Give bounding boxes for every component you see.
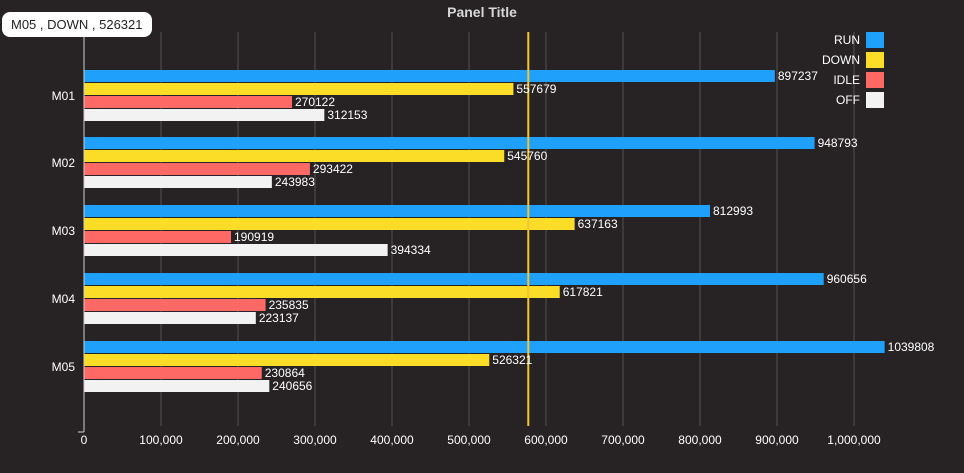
bar-m01-off[interactable]	[84, 109, 325, 121]
bar-m03-down[interactable]	[84, 218, 575, 230]
category-label-m03: M03	[52, 224, 76, 238]
x-tick-label: 500,000	[447, 433, 491, 447]
hover-tooltip: M05 , DOWN , 526321	[2, 12, 152, 37]
axes: M01 M02 M03 M04 M05 0 100,000 200,000 300,000 400…	[52, 32, 881, 447]
data-label: 948793	[818, 136, 858, 150]
data-label: 1039808	[888, 340, 935, 354]
legend-swatch-run[interactable]	[866, 32, 884, 48]
bar-m03-idle[interactable]	[84, 231, 232, 243]
data-label: 394334	[391, 243, 431, 257]
bars[interactable]	[84, 70, 885, 392]
category-label-m01: M01	[52, 89, 76, 103]
data-label: 637163	[578, 217, 618, 231]
bar-m01-run[interactable]	[84, 70, 775, 82]
data-label: 190919	[234, 230, 274, 244]
bar-m04-off[interactable]	[84, 312, 256, 324]
data-label: 526321	[492, 353, 532, 367]
data-label: 960656	[827, 272, 867, 286]
panel-title: Panel Title	[447, 4, 517, 20]
x-tick-label: 100,000	[139, 433, 183, 447]
x-tick-label: 800,000	[678, 433, 722, 447]
data-label: 293422	[313, 162, 353, 176]
x-tick-label: 700,000	[601, 433, 645, 447]
bar-m02-idle[interactable]	[84, 163, 310, 175]
bar-m05-idle[interactable]	[84, 367, 262, 379]
x-tick-label: 200,000	[216, 433, 260, 447]
data-label: 270122	[295, 95, 335, 109]
data-label: 230864	[265, 366, 305, 380]
category-label-m05: M05	[52, 360, 76, 374]
legend-swatch-off[interactable]	[866, 92, 884, 108]
data-label: 897237	[778, 69, 818, 83]
data-label: 243983	[275, 175, 315, 189]
bar-m01-down[interactable]	[84, 83, 514, 95]
data-label: 812993	[713, 204, 753, 218]
legend[interactable]: RUN DOWN IDLE OFF	[822, 32, 884, 108]
bar-m02-off[interactable]	[84, 176, 272, 188]
x-tick-label: 600,000	[524, 433, 568, 447]
bar-m05-down[interactable]	[84, 354, 490, 366]
bar-m04-run[interactable]	[84, 273, 824, 285]
legend-label-idle[interactable]: IDLE	[833, 73, 860, 87]
bar-m05-off[interactable]	[84, 380, 270, 392]
legend-swatch-idle[interactable]	[866, 72, 884, 88]
data-label: 240656	[272, 379, 312, 393]
legend-label-down[interactable]: DOWN	[822, 53, 860, 67]
category-label-m02: M02	[52, 156, 76, 170]
category-label-m04: M04	[52, 292, 76, 306]
data-label: 312153	[327, 108, 367, 122]
x-tick-label: 0	[81, 433, 88, 447]
legend-swatch-down[interactable]	[866, 52, 884, 68]
bar-m01-idle[interactable]	[84, 96, 292, 108]
legend-label-off[interactable]: OFF	[836, 93, 860, 107]
bar-m04-down[interactable]	[84, 286, 560, 298]
data-label: 223137	[259, 311, 299, 325]
data-label: 617821	[563, 285, 603, 299]
bar-m03-run[interactable]	[84, 205, 711, 217]
bar-m02-down[interactable]	[84, 150, 505, 162]
legend-label-run[interactable]: RUN	[834, 33, 860, 47]
data-label: 545760	[507, 149, 547, 163]
bar-m05-run[interactable]	[84, 341, 885, 353]
data-label: 557679	[516, 82, 556, 96]
x-tick-label: 900,000	[755, 433, 799, 447]
data-label: 235835	[269, 298, 309, 312]
x-tick-label: 300,000	[293, 433, 337, 447]
bar-m02-run[interactable]	[84, 137, 815, 149]
x-tick-label: 1,000,000	[827, 433, 881, 447]
bar-m03-off[interactable]	[84, 244, 388, 256]
bar-m04-idle[interactable]	[84, 299, 266, 311]
x-tick-label: 400,000	[370, 433, 414, 447]
